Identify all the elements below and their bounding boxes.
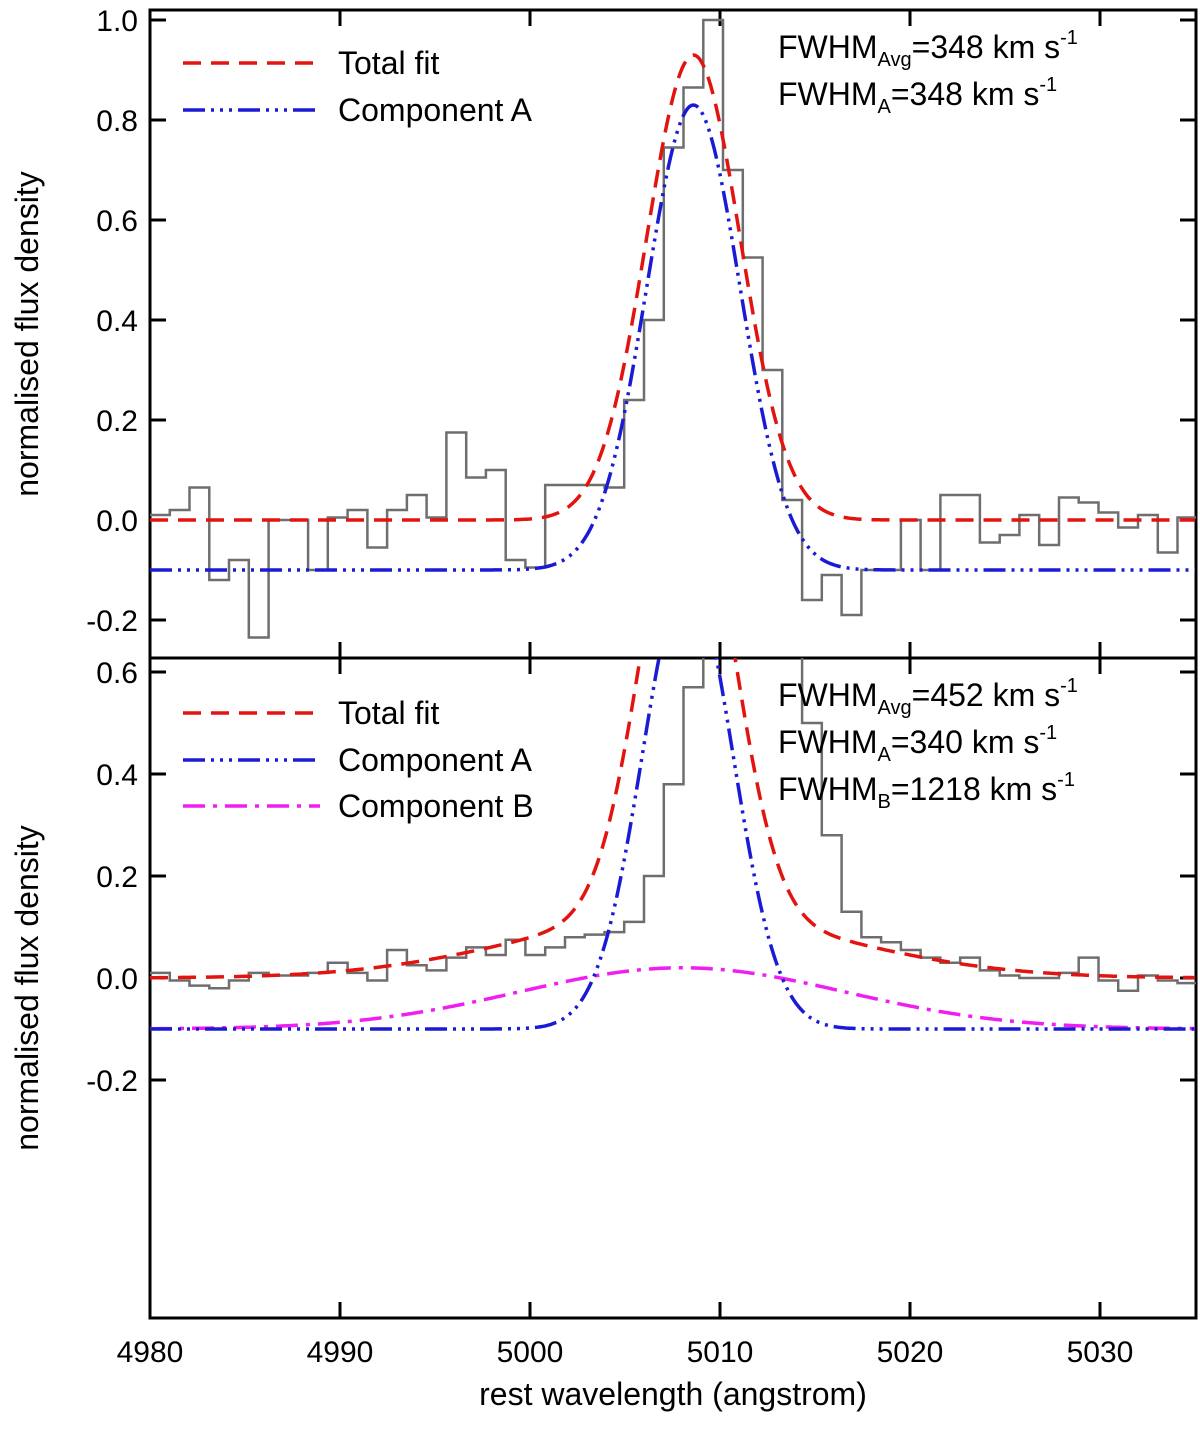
top-y-tick-label: 1.0 — [96, 5, 138, 38]
x-axis-title: rest wavelength (angstrom) — [479, 1376, 867, 1412]
bottom-y-tick-label: 0.2 — [96, 861, 138, 894]
bottom-legend-compb-label: Component B — [338, 788, 534, 824]
bottom-y-tick-label: 0.4 — [96, 759, 138, 792]
top-annotations: FWHMAvg=348 km s-1 FWHMA=348 km s-1 — [778, 27, 1078, 118]
bottom-total-fit-line — [150, 658, 1195, 980]
bottom-y-tick-label: 0.0 — [96, 963, 138, 996]
x-tick-label-5000: 5000 — [497, 1336, 564, 1369]
top-legend: Total fit Component A — [183, 45, 533, 128]
top-total-fit-line — [150, 53, 1195, 522]
bottom-y-tick-label: -0.2 — [86, 1065, 138, 1098]
bottom-component-a-line — [150, 658, 1195, 1031]
bottom-fwhm-a: FWHMA=340 km s-1 — [778, 722, 1057, 766]
top-y-tick-label: 0.2 — [96, 405, 138, 438]
top-data-step — [150, 18, 1196, 639]
top-x-ticks — [148, 10, 1102, 658]
bottom-y-axis-title: normalised flux density — [9, 825, 45, 1150]
bottom-legend-total-label: Total fit — [338, 695, 439, 731]
bottom-panel: -0.2 0.0 0.2 0.4 0.6 Total fit Component A C… — [9, 656, 1198, 1320]
x-tick-label-4990: 4990 — [307, 1336, 374, 1369]
top-y-tick-label: -0.2 — [86, 605, 138, 638]
top-y-tick-label: 0.0 — [96, 505, 138, 538]
x-tick-labels: 4980 4990 5000 5010 5020 5030 — [117, 1336, 1134, 1369]
top-component-a-line — [150, 103, 1195, 572]
x-tick-label-5030: 5030 — [1067, 1336, 1134, 1369]
bottom-data-step — [150, 658, 1196, 993]
bottom-legend-compa-label: Component A — [338, 742, 533, 778]
bottom-fwhm-avg: FWHMAvg=452 km s-1 — [778, 675, 1078, 719]
top-fwhm-avg: FWHMAvg=348 km s-1 — [778, 27, 1078, 71]
top-y-ticks: -0.2 0.0 0.2 0.4 0.6 0.8 1.0 — [86, 5, 1196, 638]
bottom-x-ticks — [148, 658, 1102, 1318]
top-fwhm-a: FWHMA=348 km s-1 — [778, 74, 1057, 118]
x-tick-label-4980: 4980 — [117, 1336, 184, 1369]
top-y-tick-label: 0.4 — [96, 305, 138, 338]
bottom-fwhm-b: FWHMB=1218 km s-1 — [778, 769, 1075, 813]
bottom-component-b-line — [150, 966, 1195, 1031]
top-y-axis-title: normalised flux density — [9, 171, 45, 496]
bottom-legend: Total fit Component A Component B — [183, 695, 534, 824]
bottom-y-ticks: -0.2 0.0 0.2 0.4 0.6 — [86, 657, 1196, 1098]
x-tick-label-5020: 5020 — [877, 1336, 944, 1369]
top-panel: -0.2 0.0 0.2 0.4 0.6 0.8 1.0 Total fit Compone… — [9, 5, 1198, 660]
bottom-annotations: FWHMAvg=452 km s-1 FWHMA=340 km s-1 FWHM… — [778, 675, 1078, 813]
top-legend-compa-label: Component A — [338, 92, 533, 128]
top-legend-total-label: Total fit — [338, 45, 439, 81]
x-tick-label-5010: 5010 — [687, 1336, 754, 1369]
bottom-y-tick-label: 0.6 — [96, 657, 138, 690]
top-y-tick-label: 0.8 — [96, 105, 138, 138]
top-y-tick-label: 0.6 — [96, 205, 138, 238]
bottom-panel-frame — [148, 656, 1198, 1320]
